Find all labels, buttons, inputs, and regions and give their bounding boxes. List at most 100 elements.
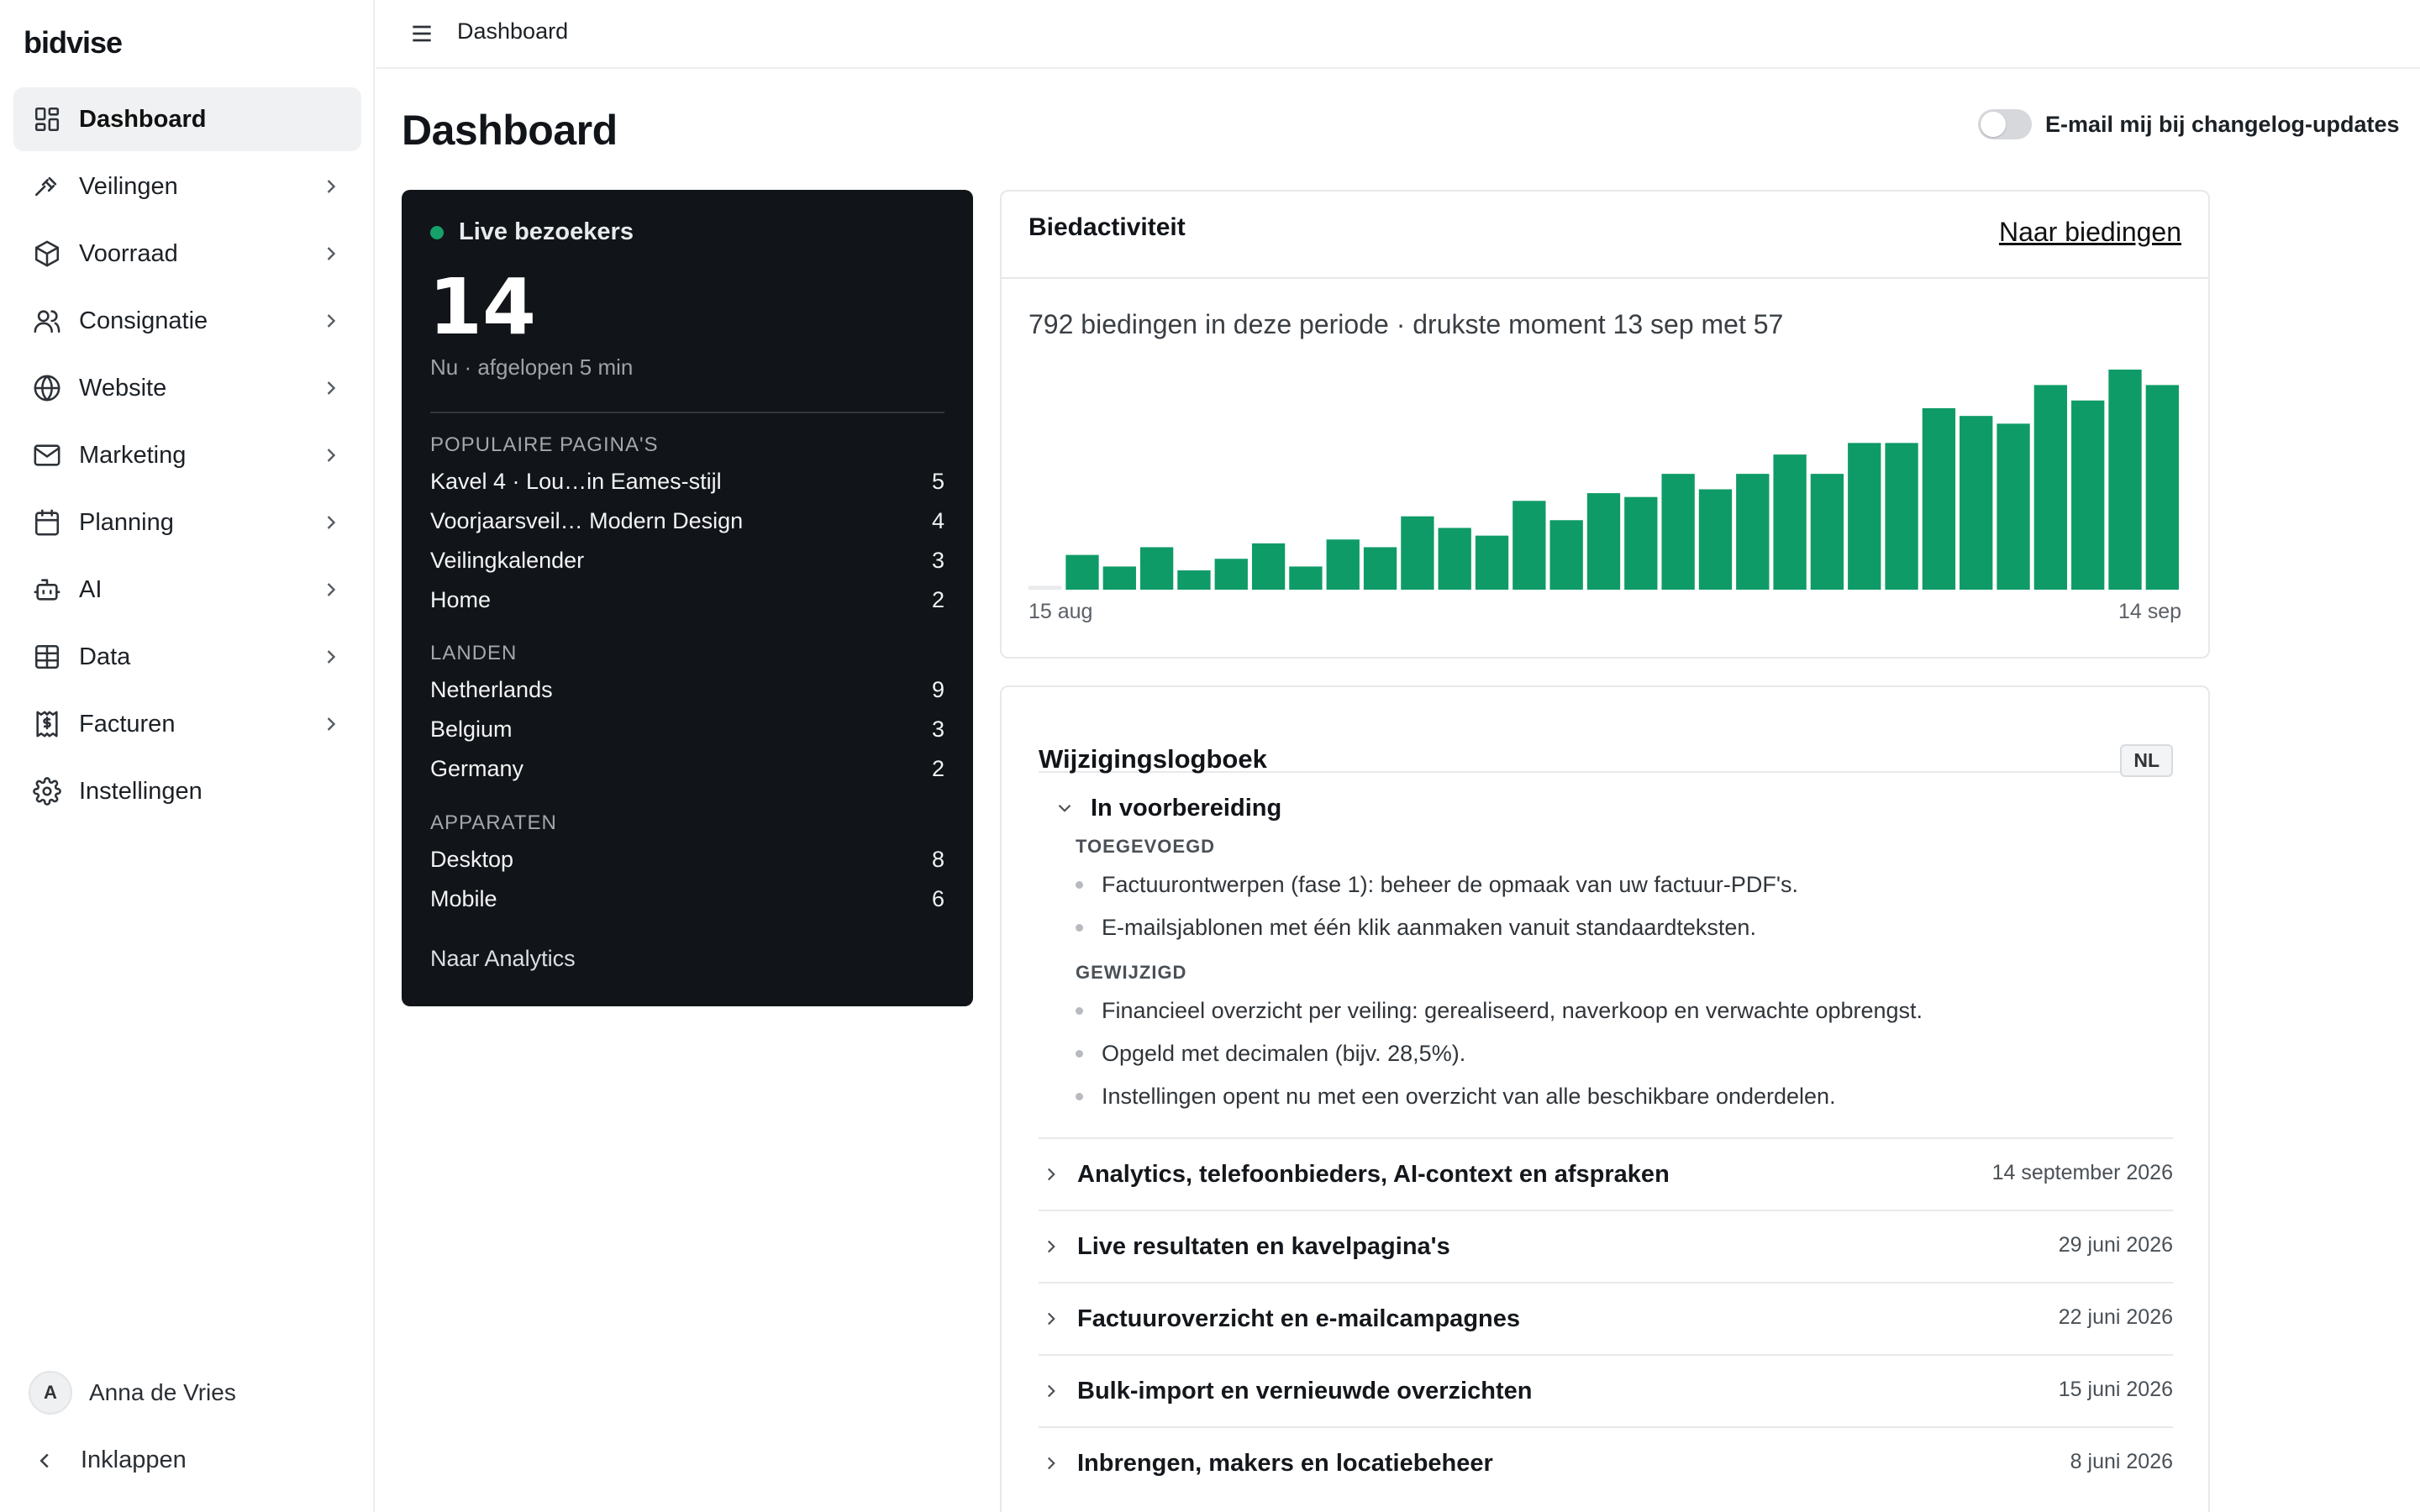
user-menu[interactable]: A Anna de Vries xyxy=(29,1371,236,1415)
chart-bar[interactable] xyxy=(1996,423,2030,590)
chart-bar[interactable] xyxy=(1810,474,1844,590)
bids-link[interactable]: Naar biedingen xyxy=(1998,217,2181,247)
analytics-link[interactable]: Naar Analytics xyxy=(430,946,576,971)
sidebar-item-planning[interactable]: Planning xyxy=(13,491,361,554)
chart-bar[interactable] xyxy=(1401,516,1434,590)
chart-bar[interactable] xyxy=(1549,520,1583,590)
chart-bar[interactable] xyxy=(1773,454,1807,590)
collapse-label: Inklappen xyxy=(81,1446,187,1473)
bid-activity-title: Biedactiviteit xyxy=(1028,213,1186,241)
row-label: Kavel 4 · Lou…in Eames-stijl xyxy=(430,469,722,494)
chart-bar[interactable] xyxy=(1885,443,1918,590)
chart-bar[interactable] xyxy=(2108,370,2142,590)
row-label: Home xyxy=(430,587,492,612)
chart-bar[interactable] xyxy=(1475,535,1509,590)
chart-bar[interactable] xyxy=(1326,539,1360,590)
chart-bar[interactable] xyxy=(1624,496,1658,590)
sidebar-item-veilingen[interactable]: Veilingen xyxy=(13,155,361,218)
release-row[interactable]: Factuuroverzicht en e-mailcampagnes 22 j… xyxy=(1039,1282,2173,1354)
list-item: Belgium 3 xyxy=(430,710,944,749)
gavel-icon xyxy=(32,171,62,202)
chart-bar[interactable] xyxy=(1736,474,1770,590)
sidebar-item-label: Instellingen xyxy=(79,777,203,805)
chart-bar[interactable] xyxy=(1028,585,1062,590)
row-value: 6 xyxy=(931,886,944,911)
chart-bar[interactable] xyxy=(1512,501,1546,590)
sidebar-item-website[interactable]: Website xyxy=(13,356,361,420)
app-logo[interactable]: bidvise xyxy=(24,25,123,60)
email-changelog-toggle[interactable]: E-mail mij bij changelog-updates xyxy=(1978,109,2400,139)
list-item: Instellingen opent nu met een overzicht … xyxy=(1076,1075,2173,1118)
sidebar-item-label: AI xyxy=(79,575,103,603)
sidebar-item-dashboard[interactable]: Dashboard xyxy=(13,87,361,151)
chart-bar[interactable] xyxy=(2033,385,2068,590)
chart-bar[interactable] xyxy=(1363,547,1397,590)
chevron-right-icon xyxy=(1040,1308,1062,1330)
divider xyxy=(430,412,944,413)
bid-activity-header: Biedactiviteit Naar biedingen xyxy=(1002,192,2208,279)
section-heading: LANDEN xyxy=(430,642,518,664)
sidebar-item-label: Dashboard xyxy=(79,105,207,133)
chart-bar[interactable] xyxy=(1698,489,1733,590)
chart-bar[interactable] xyxy=(1848,443,1881,590)
chart-bar[interactable] xyxy=(1960,416,1993,590)
collapse-sidebar-button[interactable]: Inklappen xyxy=(32,1446,187,1474)
list-item: Voorjaarsveil… Modern Design 4 xyxy=(430,501,944,541)
chart-bar[interactable] xyxy=(1139,547,1174,590)
release-row[interactable]: Bulk-import en vernieuwde overzichten 15… xyxy=(1039,1354,2173,1426)
invoice-icon xyxy=(32,709,62,739)
row-value: 2 xyxy=(931,756,944,781)
chart-bar[interactable] xyxy=(2145,385,2179,590)
chart-bar[interactable] xyxy=(1586,493,1621,590)
release-title: Factuuroverzicht en e-mailcampagnes xyxy=(1077,1305,1520,1332)
chart-bar[interactable] xyxy=(1102,566,1136,590)
chart-bar[interactable] xyxy=(1214,559,1248,590)
sidebar-item-instellingen[interactable]: Instellingen xyxy=(13,759,361,823)
list-item: Mobile 6 xyxy=(430,879,944,919)
chevron-right-icon xyxy=(1040,1452,1062,1474)
avatar: A xyxy=(29,1371,72,1415)
row-value: 4 xyxy=(931,508,944,533)
live-visitors-card: Live bezoekers 14 Nu · afgelopen 5 min P… xyxy=(402,190,973,1006)
sidebar-item-ai[interactable]: AI xyxy=(13,558,361,622)
release-title: Bulk-import en vernieuwde overzichten xyxy=(1077,1377,1533,1404)
release-row[interactable]: Live resultaten en kavelpagina's 29 juni… xyxy=(1039,1210,2173,1282)
bid-activity-chart xyxy=(1028,370,2179,590)
bid-summary: 792 biedingen in deze periode · drukste … xyxy=(1028,309,1784,339)
devices-section: APPARATEN Desktop 8 Mobile 6 xyxy=(430,806,944,919)
chevron-right-icon xyxy=(319,175,343,198)
chart-bar[interactable] xyxy=(1251,543,1286,590)
chart-bar[interactable] xyxy=(1922,407,1956,590)
row-value: 2 xyxy=(931,587,944,612)
language-badge[interactable]: NL xyxy=(2120,744,2173,777)
category-heading: TOEGEVOEGD xyxy=(1076,836,1216,857)
sidebar-item-voorraad[interactable]: Voorraad xyxy=(13,222,361,286)
release-row[interactable]: Analytics, telefoonbieders, AI-context e… xyxy=(1039,1137,2173,1210)
sidebar-item-data[interactable]: Data xyxy=(13,625,361,689)
release-row[interactable]: Inbrengen, makers en locatiebeheer 8 jun… xyxy=(1039,1426,2173,1499)
chart-bar[interactable] xyxy=(1438,528,1471,590)
chart-bar[interactable] xyxy=(1177,570,1211,590)
bullet-dot xyxy=(1076,924,1083,932)
menu-icon[interactable] xyxy=(408,20,435,47)
sidebar-item-marketing[interactable]: Marketing xyxy=(13,423,361,487)
sidebar-item-facturen[interactable]: Facturen xyxy=(13,692,361,756)
chart-bar[interactable] xyxy=(2071,400,2105,590)
release-title: Analytics, telefoonbieders, AI-context e… xyxy=(1077,1160,1670,1188)
section-heading: POPULAIRE PAGINA'S xyxy=(430,433,659,456)
chevron-right-icon xyxy=(319,309,343,333)
list-item: Netherlands 9 xyxy=(430,670,944,710)
sidebar-item-consignatie[interactable]: Consignatie xyxy=(13,289,361,353)
sidebar-nav: Dashboard Veilingen Voorraad Consignatie… xyxy=(13,87,361,827)
section-heading: APPARATEN xyxy=(430,811,557,834)
chart-bar[interactable] xyxy=(1289,566,1323,590)
chart-bar[interactable] xyxy=(1065,554,1099,590)
chevron-right-icon xyxy=(1040,1236,1062,1257)
chevron-right-icon xyxy=(319,645,343,669)
chart-bar[interactable] xyxy=(1661,474,1695,590)
release-open: In voorbereiding TOEGEVOEGD Factuurontwe… xyxy=(1039,790,2173,1118)
chevron-left-icon xyxy=(39,1453,49,1467)
live-visitors-title: Live bezoekers xyxy=(459,218,634,245)
toggle-switch[interactable] xyxy=(1978,109,2032,139)
release-header[interactable]: In voorbereiding xyxy=(1039,790,2173,827)
